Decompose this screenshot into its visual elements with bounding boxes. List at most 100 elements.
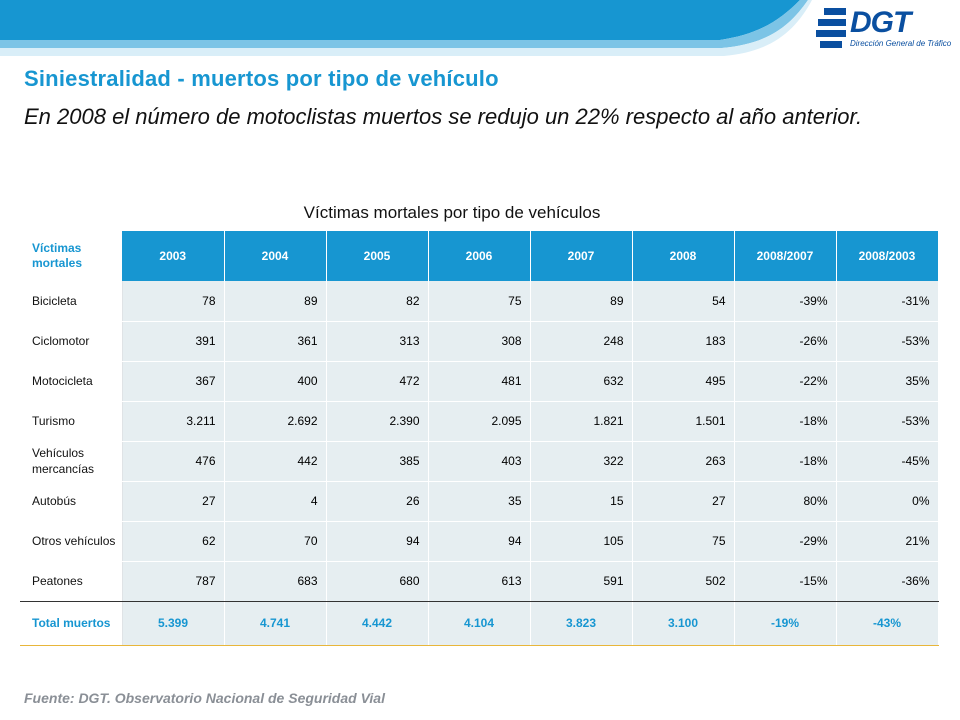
table-cell: 1.821	[530, 401, 633, 442]
table-row: Peatones 787 683 680 613 591 502 -15% -3…	[20, 561, 939, 602]
table-cell: 80%	[734, 481, 837, 522]
table-cell: 82	[326, 281, 429, 322]
header-band	[0, 0, 960, 60]
header-swoosh	[0, 0, 812, 56]
column-header: 2006	[428, 231, 531, 281]
victims-table: Víctimas mortales 2003 2004 2005 2006 20…	[20, 231, 939, 646]
table-cell: 367	[122, 361, 225, 402]
total-cell: 4.442	[326, 601, 429, 646]
table-cell: -29%	[734, 521, 837, 562]
table-cell: 322	[530, 441, 633, 482]
table-cell: -53%	[836, 401, 939, 442]
column-header: 2007	[530, 231, 633, 281]
table-cell: 632	[530, 361, 633, 402]
table-cell: 442	[224, 441, 327, 482]
table-cell: -53%	[836, 321, 939, 362]
table-cell: 391	[122, 321, 225, 362]
table-cell: 787	[122, 561, 225, 602]
table-cell: -18%	[734, 401, 837, 442]
column-header: 2003	[122, 231, 225, 281]
total-cell: 3.100	[632, 601, 735, 646]
table-cell: 591	[530, 561, 633, 602]
table-cell: 263	[632, 441, 735, 482]
table-cell: 0%	[836, 481, 939, 522]
table-cell: -36%	[836, 561, 939, 602]
table-cell: 35	[428, 481, 531, 522]
row-label: Peatones	[20, 561, 123, 602]
table-cell: 21%	[836, 521, 939, 562]
row-label: Bicicleta	[20, 281, 123, 322]
table-cell: 313	[326, 321, 429, 362]
table-cell: 683	[224, 561, 327, 602]
table-cell: 89	[224, 281, 327, 322]
table-row: Ciclomotor 391 361 313 308 248 183 -26% …	[20, 321, 939, 362]
table-cell: 75	[428, 281, 531, 322]
table-cell: -26%	[734, 321, 837, 362]
table-cell: 613	[428, 561, 531, 602]
table-cell: 35%	[836, 361, 939, 402]
row-label: Autobús	[20, 481, 123, 522]
column-header: 2005	[326, 231, 429, 281]
table-cell: 94	[326, 521, 429, 562]
table-cell: 54	[632, 281, 735, 322]
table-cell: -31%	[836, 281, 939, 322]
table-cell: 481	[428, 361, 531, 402]
total-cell: 4.104	[428, 601, 531, 646]
table-cell: 2.692	[224, 401, 327, 442]
table-cell: 62	[122, 521, 225, 562]
table-header-row: Víctimas mortales 2003 2004 2005 2006 20…	[20, 231, 939, 281]
table-cell: 472	[326, 361, 429, 402]
table-cell: 75	[632, 521, 735, 562]
column-header: 2004	[224, 231, 327, 281]
table-cell: 361	[224, 321, 327, 362]
table-row: Autobús 27 4 26 35 15 27 80% 0%	[20, 481, 939, 522]
table-cell: 94	[428, 521, 531, 562]
source-note: Fuente: DGT. Observatorio Nacional de Se…	[24, 690, 385, 706]
table-cell: 502	[632, 561, 735, 602]
table-cell: -45%	[836, 441, 939, 482]
table-cell: 680	[326, 561, 429, 602]
total-cell: -19%	[734, 601, 837, 646]
table-cell: -22%	[734, 361, 837, 402]
logo-subtitle: Dirección General de Tráfico	[850, 39, 952, 48]
total-cell: -43%	[836, 601, 939, 646]
table-cell: 476	[122, 441, 225, 482]
total-row: Total muertos 5.399 4.741 4.442 4.104 3.…	[20, 601, 939, 646]
corner-header: Víctimas mortales	[20, 231, 122, 281]
table-cell: 403	[428, 441, 531, 482]
table-cell: 2.095	[428, 401, 531, 442]
page-subtitle: En 2008 el número de motoclistas muertos…	[24, 104, 863, 129]
table-cell: 27	[122, 481, 225, 522]
table-row: Vehículos mercancías 476 442 385 403 322…	[20, 441, 939, 482]
page-title: Siniestralidad - muertos por tipo de veh…	[24, 66, 499, 91]
table-cell: 26	[326, 481, 429, 522]
table-row: Motocicleta 367 400 472 481 632 495 -22%…	[20, 361, 939, 402]
table-cell: 183	[632, 321, 735, 362]
table-cell: 385	[326, 441, 429, 482]
dgt-logo-mark-icon	[816, 8, 846, 48]
total-cell: 5.399	[122, 601, 225, 646]
table-cell: 4	[224, 481, 327, 522]
table-cell: 70	[224, 521, 327, 562]
table-cell: 15	[530, 481, 633, 522]
table-row: Otros vehículos 62 70 94 94 105 75 -29% …	[20, 521, 939, 562]
table-cell: 248	[530, 321, 633, 362]
table-cell: 3.211	[122, 401, 225, 442]
row-label: Vehículos mercancías	[20, 441, 123, 482]
row-label: Otros vehículos	[20, 521, 123, 562]
logo-text: DGT	[850, 6, 911, 39]
table-cell: 78	[122, 281, 225, 322]
table-cell: 105	[530, 521, 633, 562]
table-cell: 1.501	[632, 401, 735, 442]
table-row: Bicicleta 78 89 82 75 89 54 -39% -31%	[20, 281, 939, 322]
row-label: Ciclomotor	[20, 321, 123, 362]
table-cell: -18%	[734, 441, 837, 482]
table-row: Turismo 3.211 2.692 2.390 2.095 1.821 1.…	[20, 401, 939, 442]
table-cell: 27	[632, 481, 735, 522]
row-label: Turismo	[20, 401, 123, 442]
table-cell: 495	[632, 361, 735, 402]
total-cell: 3.823	[530, 601, 633, 646]
total-cell: 4.741	[224, 601, 327, 646]
row-label: Motocicleta	[20, 361, 123, 402]
table-cell: -39%	[734, 281, 837, 322]
